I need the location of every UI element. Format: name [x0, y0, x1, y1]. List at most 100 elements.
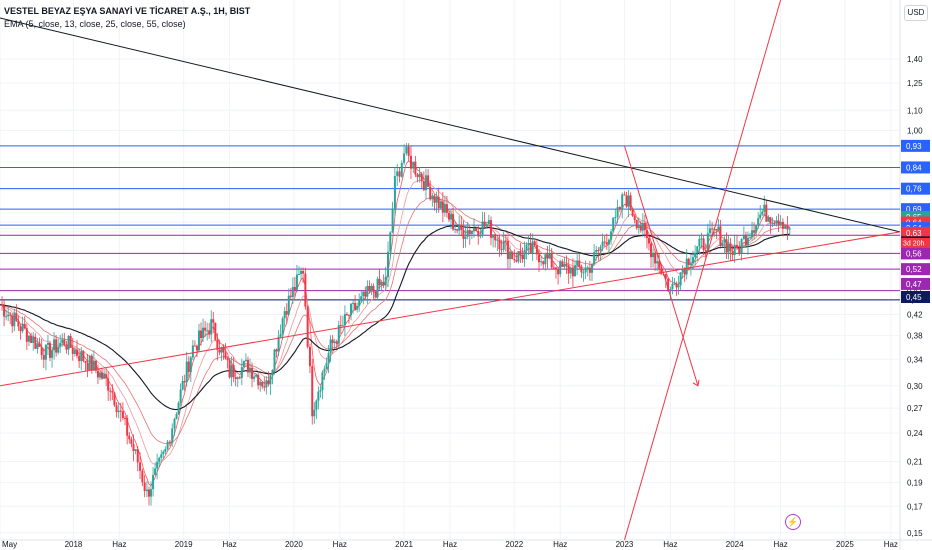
candle-body[interactable] [786, 225, 789, 230]
candle-body[interactable] [103, 374, 106, 379]
candle-body[interactable] [711, 228, 714, 230]
candle-body[interactable] [654, 253, 657, 264]
candle-body[interactable] [44, 344, 47, 360]
candle-body[interactable] [183, 381, 186, 383]
candle-body[interactable] [147, 489, 150, 497]
candle-body[interactable] [65, 345, 68, 350]
candle-body[interactable] [109, 390, 112, 392]
candle-body[interactable] [372, 285, 375, 292]
candle-body[interactable] [773, 222, 776, 224]
candle-body[interactable] [251, 367, 254, 379]
candle-body[interactable] [376, 278, 379, 298]
candle-body[interactable] [721, 242, 724, 247]
candle-body[interactable] [238, 377, 241, 379]
candle-body[interactable] [433, 195, 436, 203]
candle-body[interactable] [706, 233, 709, 252]
candle-body[interactable] [784, 225, 787, 229]
candle-body[interactable] [141, 470, 144, 483]
candle-body[interactable] [115, 405, 118, 413]
candle-body[interactable] [134, 449, 137, 451]
candle-body[interactable] [5, 316, 8, 318]
candle-body[interactable] [7, 314, 10, 317]
candle-body[interactable] [643, 222, 646, 231]
candle-body[interactable] [445, 204, 448, 213]
candle-body[interactable] [300, 270, 303, 275]
candle-body[interactable] [275, 349, 278, 352]
candle-body[interactable] [631, 209, 634, 216]
candle-body[interactable] [313, 409, 316, 417]
candle-body[interactable] [588, 267, 591, 273]
candle-body[interactable] [538, 254, 541, 263]
candle-body[interactable] [605, 242, 608, 245]
candle-body[interactable] [289, 295, 292, 297]
candle-body[interactable] [685, 258, 688, 275]
candle-body[interactable] [69, 335, 72, 348]
candle-body[interactable] [733, 245, 736, 255]
candle-body[interactable] [366, 286, 369, 297]
candle-body[interactable] [212, 319, 215, 323]
candle-body[interactable] [9, 314, 12, 316]
candle-body[interactable] [424, 175, 427, 191]
indicator-legend[interactable]: EMA (5, close, 13, close, 25, close, 55,… [4, 19, 186, 29]
candle-body[interactable] [200, 330, 203, 339]
candle-body[interactable] [650, 243, 653, 258]
candle-body[interactable] [246, 359, 249, 373]
candle-body[interactable] [788, 228, 791, 230]
candle-body[interactable] [502, 240, 505, 250]
candle-body[interactable] [347, 314, 350, 316]
candle-body[interactable] [405, 146, 408, 154]
candle-body[interactable] [126, 418, 129, 436]
candle-body[interactable] [639, 226, 642, 231]
candle-body[interactable] [460, 224, 463, 231]
candle-body[interactable] [717, 226, 720, 231]
candle-body[interactable] [285, 311, 288, 315]
candle-body[interactable] [420, 173, 423, 182]
candle-body[interactable] [470, 230, 473, 235]
candle-body[interactable] [586, 267, 589, 269]
candle-body[interactable] [356, 305, 359, 310]
candle-body[interactable] [652, 253, 655, 258]
candle-body[interactable] [590, 263, 593, 273]
candle-body[interactable] [595, 250, 598, 253]
candle-body[interactable] [234, 377, 237, 379]
candle-body[interactable] [557, 269, 560, 275]
candle-body[interactable] [224, 352, 227, 359]
candle-body[interactable] [261, 381, 264, 387]
candle-body[interactable] [368, 286, 371, 292]
candle-body[interactable] [240, 367, 243, 378]
candle-body[interactable] [195, 345, 198, 351]
candle-body[interactable] [277, 336, 280, 352]
candle-body[interactable] [25, 328, 28, 342]
candle-body[interactable] [765, 204, 768, 222]
candle-body[interactable] [656, 261, 659, 264]
candle-body[interactable] [84, 360, 87, 363]
candle-body[interactable] [660, 268, 663, 275]
candle-body[interactable] [504, 240, 507, 242]
candle-body[interactable] [23, 323, 26, 329]
candle-body[interactable] [761, 211, 764, 215]
candle-body[interactable] [244, 359, 247, 361]
candle-body[interactable] [751, 230, 754, 238]
candle-body[interactable] [259, 381, 262, 386]
candle-body[interactable] [164, 448, 167, 452]
candle-body[interactable] [468, 230, 471, 235]
candle-body[interactable] [571, 267, 574, 277]
candle-body[interactable] [635, 220, 638, 229]
candle-body[interactable] [580, 267, 583, 273]
candle-body[interactable] [679, 272, 682, 286]
candle-body[interactable] [515, 260, 518, 262]
candle-body[interactable] [481, 221, 484, 236]
candle-body[interactable] [291, 287, 294, 297]
candle-body[interactable] [107, 378, 110, 391]
candle-body[interactable] [193, 345, 196, 347]
candle-body[interactable] [57, 346, 60, 353]
candle-body[interactable] [763, 204, 766, 212]
candle-body[interactable] [216, 339, 219, 350]
candle-body[interactable] [667, 278, 670, 291]
candle-body[interactable] [454, 229, 457, 231]
candle-body[interactable] [531, 241, 534, 253]
candle-body[interactable] [271, 370, 274, 376]
candle-body[interactable] [202, 327, 205, 339]
candle-body[interactable] [735, 245, 738, 248]
candle-body[interactable] [403, 153, 406, 163]
